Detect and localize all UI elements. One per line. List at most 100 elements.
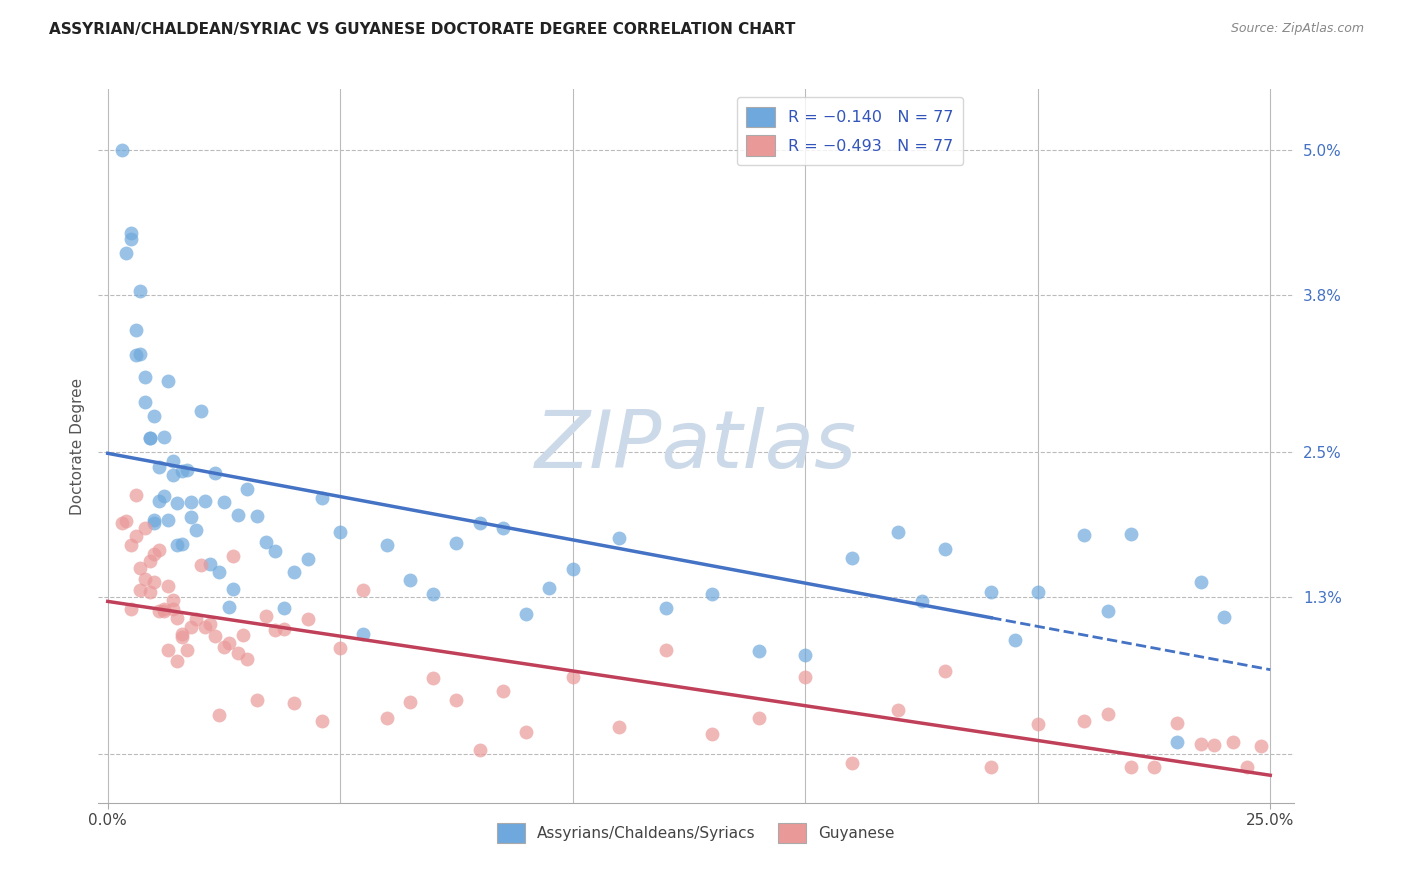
Point [283,565,305,579]
Point [399,695,422,709]
Point [446,693,468,707]
Point [162,454,184,468]
Point [375,538,398,552]
Point [111,143,134,157]
Point [190,558,212,572]
Point [273,622,295,636]
Point [1026,716,1049,731]
Point [148,494,170,508]
Point [166,611,188,625]
Point [138,585,160,599]
Point [184,523,207,537]
Point [124,347,146,361]
Point [124,323,146,337]
Point [311,714,333,728]
Point [702,727,724,741]
Point [180,495,202,509]
Point [152,602,174,616]
Point [311,491,333,505]
Point [1236,759,1258,773]
Point [515,725,537,739]
Point [910,593,932,607]
Point [329,641,352,656]
Point [1073,714,1095,728]
Point [887,524,910,539]
Point [1004,633,1026,648]
Point [115,514,138,528]
Point [129,583,152,598]
Point [162,592,184,607]
Point [204,466,226,480]
Point [198,557,221,571]
Point [232,627,254,641]
Point [375,711,398,725]
Point [1204,739,1226,753]
Point [468,743,491,757]
Point [134,572,156,586]
Point [212,495,235,509]
Point [208,708,231,723]
Point [176,643,198,657]
Point [226,646,249,660]
Point [1097,706,1119,721]
Point [143,409,166,424]
Point [841,550,863,565]
Point [655,642,678,657]
Point [841,756,863,770]
Point [184,612,207,626]
Point [353,627,375,641]
Text: ZIPatlas: ZIPatlas [534,407,858,485]
Point [194,494,217,508]
Point [180,620,202,634]
Point [172,537,194,551]
Point [561,670,583,684]
Point [1097,604,1119,618]
Legend: Assyrians/Chaldeans/Syriacs, Guyanese: Assyrians/Chaldeans/Syriacs, Guyanese [491,817,901,848]
Point [218,600,240,615]
Point [129,560,152,574]
Point [166,495,188,509]
Point [273,601,295,615]
Point [198,617,221,632]
Point [172,630,194,644]
Point [1189,737,1212,751]
Point [124,488,146,502]
Point [152,489,174,503]
Point [399,573,422,587]
Point [297,612,319,626]
Point [120,538,142,552]
Point [492,521,515,535]
Point [157,643,180,657]
Point [212,640,235,654]
Point [422,587,444,601]
Point [1073,528,1095,542]
Point [1119,526,1142,541]
Point [934,664,956,678]
Point [794,648,817,662]
Point [748,711,770,725]
Point [245,693,267,707]
Point [607,720,630,734]
Point [1212,610,1234,624]
Point [143,547,166,561]
Point [515,607,537,621]
Point [157,374,180,388]
Point [561,562,583,576]
Point [124,529,146,543]
Point [208,565,231,579]
Point [702,587,724,601]
Point [468,516,491,530]
Point [111,516,134,531]
Point [422,671,444,685]
Point [283,696,305,710]
Point [297,552,319,566]
Point [329,525,352,540]
Point [222,582,245,596]
Point [162,602,184,616]
Point [538,581,561,595]
Point [264,544,287,558]
Point [1250,739,1272,753]
Point [166,654,188,668]
Point [1222,735,1244,749]
Point [157,513,180,527]
